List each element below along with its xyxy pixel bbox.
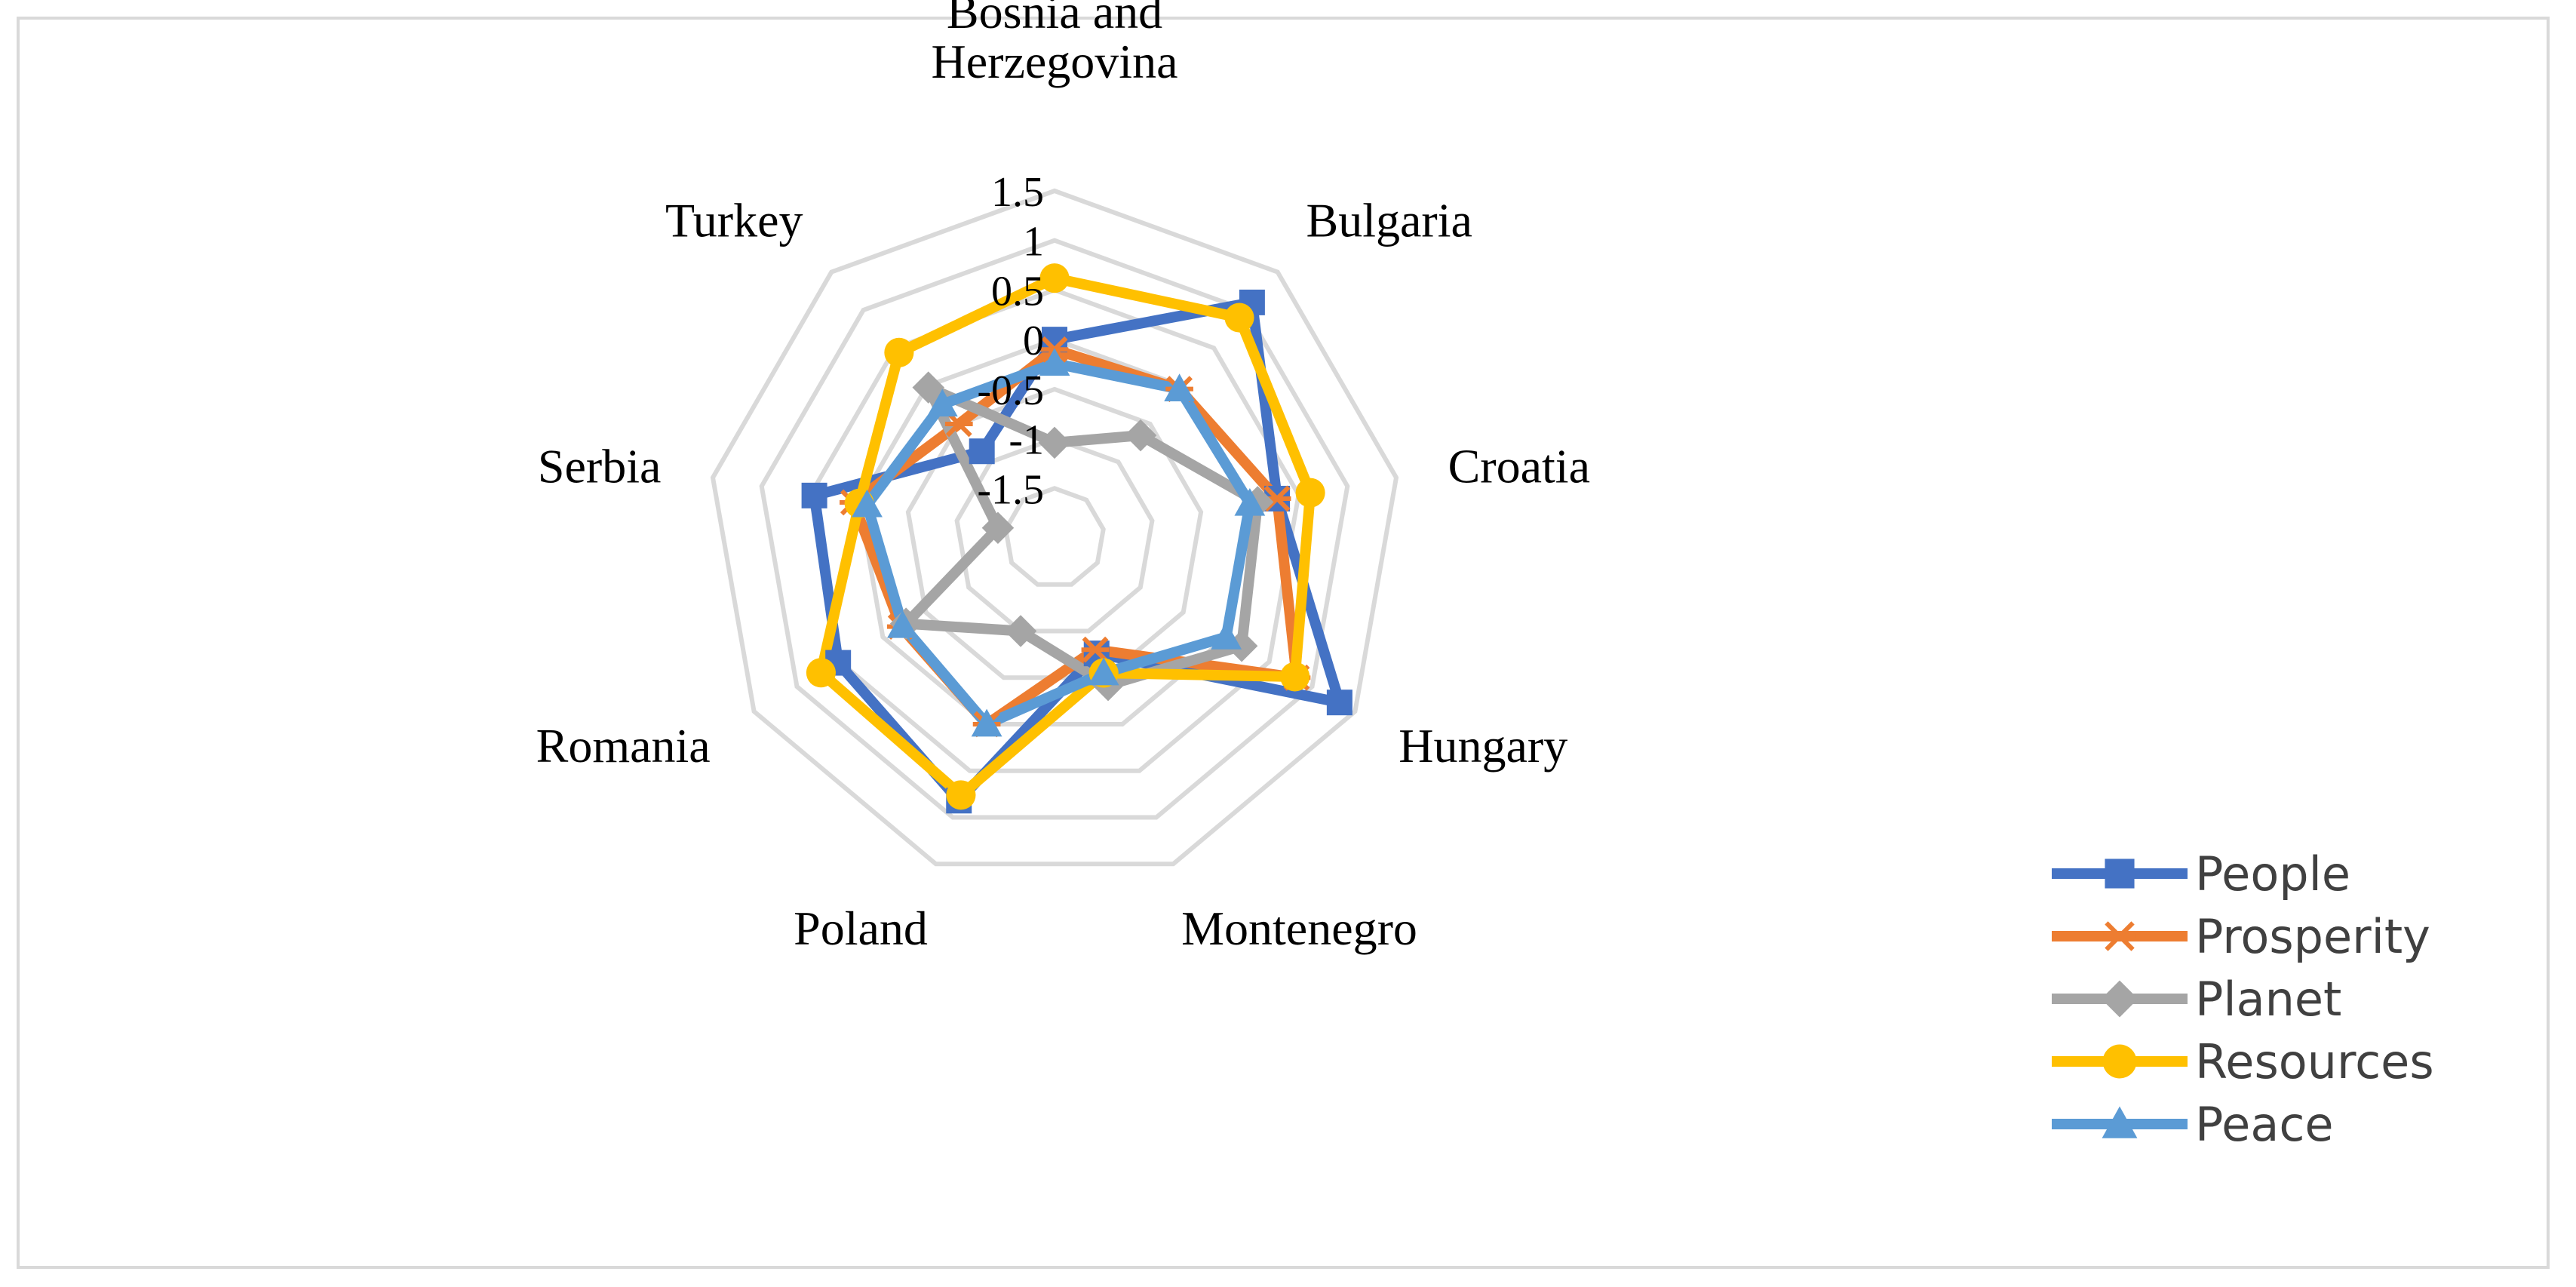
marker-planet-bulgaria bbox=[1124, 419, 1157, 452]
marker-resources-bulgaria bbox=[1224, 303, 1254, 333]
tick-label-1: 1 bbox=[1023, 219, 1044, 266]
tick-label-1-5: 1.5 bbox=[991, 169, 1044, 216]
marker-peace-poland bbox=[971, 708, 1002, 737]
category-label-line: Bosnia and bbox=[947, 0, 1162, 38]
category-label-turkey: Turkey bbox=[665, 194, 803, 247]
marker-resources-bosnia-and-herzegovina bbox=[1039, 263, 1070, 293]
legend-label: Resources bbox=[2195, 1034, 2434, 1089]
category-label-line: Hungary bbox=[1399, 719, 1567, 773]
tick-label-0: 0 bbox=[1023, 318, 1044, 364]
radar-series bbox=[809, 272, 1345, 806]
series-line-planet bbox=[901, 382, 1263, 691]
grid-ring-1-5 bbox=[1003, 486, 1106, 587]
legend-label: Planet bbox=[2195, 972, 2341, 1027]
tick-label-1: -1 bbox=[1009, 417, 1044, 464]
marker-people-turkey bbox=[969, 438, 995, 465]
marker-peace-croatia bbox=[1234, 487, 1266, 516]
marker-people-hungary bbox=[1326, 690, 1352, 716]
legend-swatch-marker bbox=[2103, 921, 2136, 951]
legend-label: Peace bbox=[2195, 1097, 2334, 1152]
category-label-bulgaria: Bulgaria bbox=[1306, 194, 1472, 247]
legend-swatch-marker bbox=[2105, 859, 2135, 889]
category-label-line: Croatia bbox=[1448, 440, 1590, 493]
marker-resources-croatia bbox=[1295, 478, 1325, 508]
legend: People Prosperity Planet Resources Peace bbox=[2052, 846, 2434, 1152]
marker-resources-hungary bbox=[1280, 662, 1310, 692]
marker-peace-bulgaria bbox=[1164, 373, 1195, 401]
category-label-romania: Romania bbox=[536, 719, 711, 773]
tick-label-0-5: -0.5 bbox=[977, 367, 1044, 414]
radial-tick-labels: -1.5-1-0.500.511.5 bbox=[977, 169, 1044, 513]
series-line-resources bbox=[815, 272, 1316, 800]
category-label-line: Montenegro bbox=[1181, 902, 1417, 955]
marker-planet-serbia bbox=[981, 511, 1015, 545]
legend-label: People bbox=[2195, 846, 2350, 902]
category-label-line: Bulgaria bbox=[1306, 194, 1472, 247]
category-label-line: Herzegovina bbox=[932, 35, 1178, 88]
grid-ring-0-5 bbox=[808, 287, 1301, 773]
category-label-serbia: Serbia bbox=[538, 440, 662, 493]
category-label-montenegro: Montenegro bbox=[1181, 902, 1417, 955]
marker-prosperity-montenegro bbox=[1081, 636, 1110, 663]
category-label-hungary: Hungary bbox=[1399, 719, 1567, 773]
tick-label-0-5: 0.5 bbox=[991, 268, 1044, 315]
marker-resources-romania bbox=[806, 658, 836, 688]
marker-peace-romania bbox=[887, 610, 918, 638]
legend-swatch-marker bbox=[2102, 1044, 2137, 1079]
category-label-line: Romania bbox=[536, 719, 711, 773]
legend-item-people: People bbox=[2052, 846, 2350, 902]
category-label-poland: Poland bbox=[794, 902, 928, 955]
marker-peace-montenegro bbox=[1088, 657, 1119, 686]
marker-peace-turkey bbox=[926, 389, 958, 417]
legend-item-prosperity: Prosperity bbox=[2052, 909, 2430, 964]
legend-item-resources: Resources bbox=[2052, 1034, 2434, 1089]
marker-peace-hungary bbox=[1211, 622, 1242, 650]
marker-peace-serbia bbox=[852, 489, 883, 518]
grid-ring-1-5 bbox=[710, 188, 1399, 867]
marker-planet-bosnia-and-herzegovina bbox=[1038, 426, 1071, 459]
marker-people-serbia bbox=[801, 482, 827, 508]
marker-resources-poland bbox=[946, 780, 976, 810]
category-label-line: Serbia bbox=[538, 440, 662, 493]
legend-item-planet: Planet bbox=[2052, 972, 2341, 1027]
tick-label-1-5: -1.5 bbox=[977, 466, 1044, 513]
radar-grid bbox=[710, 188, 1399, 867]
marker-planet-poland bbox=[1004, 615, 1037, 647]
legend-swatch-marker bbox=[2102, 1106, 2138, 1138]
category-label-line: Poland bbox=[794, 902, 928, 955]
marker-resources-turkey bbox=[884, 337, 914, 367]
marker-planet-turkey bbox=[912, 371, 944, 404]
grid-ring-1 bbox=[759, 238, 1350, 820]
marker-peace-bosnia-and-herzegovina bbox=[1039, 348, 1070, 376]
category-label-croatia: Croatia bbox=[1448, 440, 1590, 493]
legend-swatch-marker bbox=[2101, 980, 2138, 1018]
legend-label: Prosperity bbox=[2195, 909, 2430, 964]
series-line-peace bbox=[861, 358, 1255, 730]
radar-markers bbox=[801, 263, 1352, 814]
category-label-line: Turkey bbox=[665, 194, 803, 247]
series-line-prosperity bbox=[848, 344, 1302, 730]
legend-item-peace: Peace bbox=[2052, 1097, 2334, 1152]
